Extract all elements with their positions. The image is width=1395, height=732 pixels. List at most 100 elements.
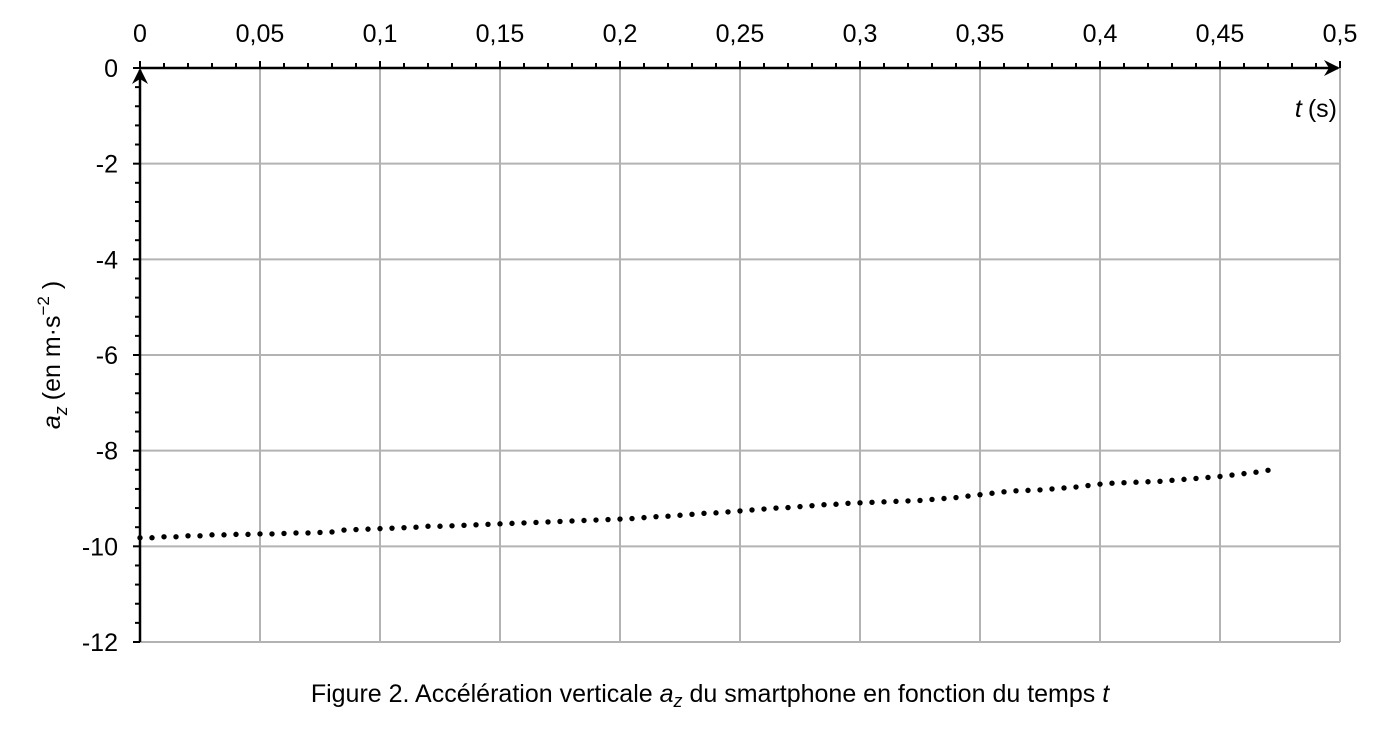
data-point (677, 512, 683, 518)
data-point (437, 523, 443, 529)
data-point (665, 513, 671, 519)
data-point (509, 520, 515, 527)
x-tick-label: 0,4 (1083, 20, 1118, 48)
data-point (305, 530, 311, 536)
data-point (221, 532, 227, 538)
y-tick-label: -6 (96, 342, 118, 370)
data-point (425, 523, 431, 529)
data-point (149, 535, 155, 541)
x-tick-label: 0,05 (236, 20, 285, 48)
data-point (233, 531, 239, 538)
data-point (197, 533, 203, 539)
data-point (893, 498, 899, 505)
data-point (449, 523, 455, 529)
data-point (569, 518, 575, 524)
data-point (317, 529, 323, 536)
data-point (989, 490, 995, 496)
x-axis-unit: (s) (1308, 95, 1337, 123)
data-point (1181, 476, 1187, 483)
data-point (533, 519, 539, 526)
data-point (1049, 486, 1055, 492)
y-tick-label: -2 (96, 151, 118, 179)
data-point (617, 516, 623, 522)
data-point (209, 532, 215, 538)
data-point (389, 525, 395, 531)
data-point (1169, 477, 1175, 484)
data-point (857, 500, 863, 506)
x-tick-label: 0 (133, 20, 147, 48)
data-point (1013, 488, 1019, 494)
data-point (965, 493, 971, 499)
data-point (545, 519, 551, 525)
y-axis-arrow (132, 68, 148, 84)
data-point (1157, 478, 1163, 484)
data-point (1193, 475, 1199, 482)
data-point (629, 515, 635, 522)
x-tick-label: 0,1 (363, 20, 398, 48)
data-point (1061, 485, 1067, 491)
data-points (137, 467, 1271, 541)
data-point (845, 500, 851, 506)
data-point (341, 527, 347, 533)
data-point (761, 506, 767, 512)
data-point (365, 526, 371, 532)
data-point (701, 510, 707, 517)
y-axis-unit-suffix: ) (38, 281, 66, 296)
data-point (557, 518, 563, 525)
data-point (1109, 480, 1115, 486)
y-axis-unit-prefix: (en m·s (38, 316, 66, 401)
data-point (941, 495, 947, 502)
data-point (1025, 487, 1031, 494)
x-tick-label: 0,15 (476, 20, 525, 48)
data-point (281, 530, 287, 537)
data-point (773, 505, 779, 511)
data-point (1085, 482, 1091, 489)
data-point (641, 514, 647, 521)
data-point (473, 522, 479, 528)
data-point (833, 501, 839, 507)
data-point (797, 503, 803, 510)
data-point (353, 526, 359, 533)
data-point (293, 530, 299, 536)
data-point (185, 533, 191, 539)
caption-prefix: Figure 2. Accélération verticale (310, 680, 660, 708)
data-point (497, 521, 503, 527)
data-point (1229, 472, 1235, 478)
data-point (413, 524, 419, 530)
chart-grid (140, 68, 1341, 643)
data-point (593, 517, 599, 523)
data-point (809, 502, 815, 509)
data-point (1145, 479, 1151, 485)
data-point (245, 531, 251, 538)
data-point (689, 511, 695, 517)
data-point (581, 517, 587, 524)
data-point (461, 522, 467, 528)
data-point (1241, 470, 1247, 477)
data-point (785, 504, 791, 511)
data-point (977, 491, 983, 498)
x-tick-labels: 0 0,05 0,1 0,15 0,2 0,25 0,3 0,35 0,4 0,45 0,5 (133, 20, 1357, 48)
data-point (725, 509, 731, 515)
data-point (1265, 467, 1271, 473)
x-tick-label: 0,35 (956, 20, 1005, 48)
x-axis-arrow (1324, 60, 1340, 76)
y-tick-labels: 0 -2 -4 -6 -8 -10 -12 (82, 55, 118, 657)
data-point (713, 510, 719, 516)
data-point (605, 516, 611, 523)
y-tick-label: -12 (82, 629, 118, 657)
data-point (1037, 487, 1043, 493)
figure-caption: Figure 2. Accélération verticale az du s… (0, 680, 1395, 712)
data-point (1073, 484, 1079, 490)
caption-time-variable: t (1102, 680, 1110, 708)
data-point (881, 499, 887, 505)
data-point (1121, 480, 1127, 486)
caption-middle: du smartphone en fonction du temps (682, 680, 1103, 708)
caption-variable-subscript: z (673, 691, 683, 711)
data-point (1097, 481, 1103, 487)
y-tick-label: -8 (96, 438, 118, 466)
x-tick-label: 0,25 (716, 20, 765, 48)
data-point (653, 513, 659, 520)
data-point (137, 535, 143, 541)
data-point (161, 534, 167, 540)
x-tick-label: 0,45 (1196, 20, 1245, 48)
